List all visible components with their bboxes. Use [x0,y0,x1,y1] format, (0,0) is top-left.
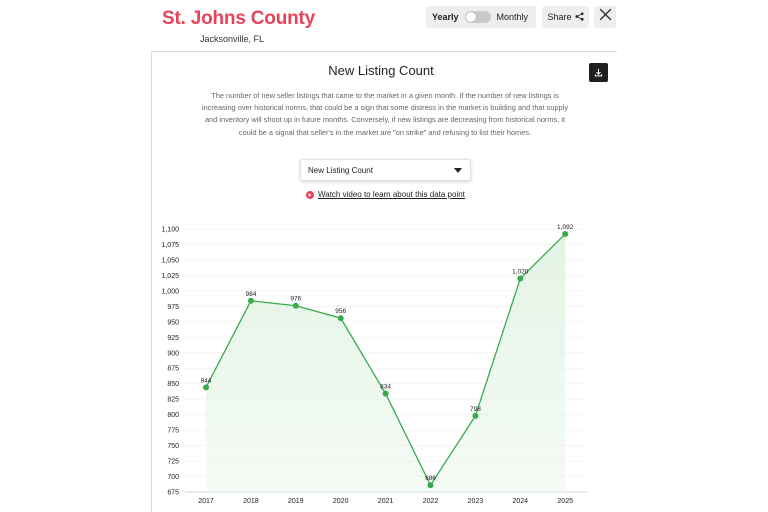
data-point [247,297,254,304]
x-tick-label: 2018 [243,498,259,505]
data-point [562,230,569,237]
y-tick-label: 775 [167,428,179,435]
download-icon [594,64,603,82]
series-area [206,233,566,492]
data-point [427,482,434,489]
data-label: 984 [245,291,256,298]
y-tick-label: 975 [167,304,179,311]
data-label: 976 [290,296,301,303]
y-tick-label: 925 [167,335,179,342]
y-tick-label: 700 [167,474,179,481]
data-point [382,390,389,397]
data-label: 686 [425,475,436,482]
download-button[interactable] [589,63,608,82]
data-label: 956 [335,308,346,315]
x-tick-label: 2024 [513,498,529,505]
y-tick-label: 800 [167,412,179,419]
period-switch[interactable] [464,11,491,23]
data-point [203,384,209,391]
y-tick-label: 850 [167,381,179,388]
y-tick-label: 1,075 [161,242,179,249]
data-label: 844 [201,377,212,384]
watch-video-text: Watch video to learn about this data poi… [318,190,465,199]
data-point [517,275,524,282]
section-description: The number of new seller listings that c… [201,91,569,137]
data-point [292,302,299,309]
x-tick-label: 2023 [468,498,484,505]
share-label: Share [547,12,572,22]
y-tick-label: 875 [167,366,179,373]
y-tick-label: 1,025 [161,273,179,280]
watch-video-link[interactable]: Watch video to learn about this data poi… [306,190,465,199]
y-tick-label: 900 [167,350,179,357]
x-tick-label: 2021 [378,498,394,505]
metric-select-value: New Listing Count [308,165,373,175]
y-tick-label: 1,100 [161,227,179,234]
x-tick-label: 2019 [288,498,304,505]
y-tick-label: 950 [167,319,179,326]
share-button[interactable]: Share [542,6,589,28]
x-tick-label: 2022 [423,498,439,505]
y-tick-label: 1,050 [161,257,179,264]
y-tick-label: 675 [167,490,179,497]
new-listing-chart: 675 700 725 750 775 800 825 850 875 900 925 950 975 1… [161,224,587,505]
y-tick-label: 825 [167,397,179,404]
close-icon [599,8,612,26]
close-button[interactable] [594,6,616,28]
section-title: New Listing Count [328,63,434,78]
chevron-down-icon [454,167,462,173]
y-tick-label: 725 [167,459,179,466]
share-icon [574,11,584,23]
chart-panel [151,51,617,512]
switch-knob [465,12,476,22]
data-label: 1,020 [512,269,529,276]
data-label: 834 [380,384,391,391]
y-tick-label: 750 [167,443,179,450]
play-icon [306,190,314,199]
city-subtitle: Jacksonville, FL [200,34,265,44]
metric-select[interactable]: New Listing Count [300,159,471,181]
county-title: St. Johns County [162,8,316,29]
x-tick-label: 2025 [557,498,573,505]
data-label: 798 [470,406,481,413]
period-toggle: Yearly Monthly [426,6,536,28]
data-point [337,315,344,322]
data-point [472,412,479,419]
x-tick-label: 2017 [198,498,214,505]
data-label: 1,092 [557,224,574,231]
toggle-yearly-label[interactable]: Yearly [432,12,459,22]
y-tick-label: 1,000 [161,288,179,295]
toggle-monthly-label[interactable]: Monthly [496,12,529,22]
x-tick-label: 2020 [333,498,349,505]
